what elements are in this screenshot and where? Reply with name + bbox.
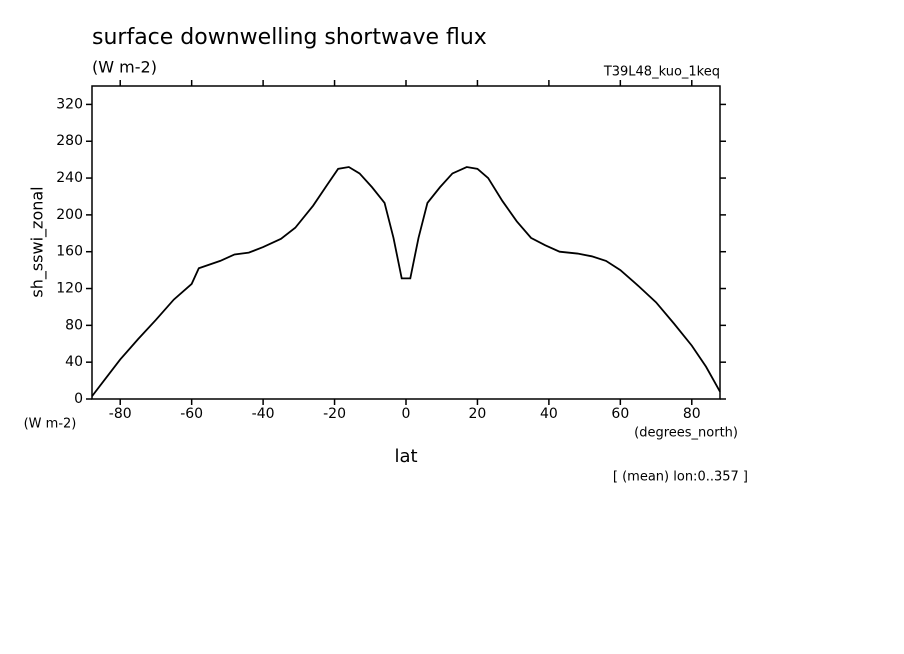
x-tick-label: -80 xyxy=(109,406,132,422)
x-tick-label: 0 xyxy=(402,406,411,422)
x-tick-label: 20 xyxy=(469,406,487,422)
y-units: (W m-2) xyxy=(24,417,77,432)
x-tick-label: 40 xyxy=(540,406,558,422)
y-axis-label: sh_sswi_zonal xyxy=(28,186,48,297)
x-tick-label: 80 xyxy=(683,406,701,422)
x-axis-label: lat xyxy=(394,446,417,467)
y-tick-label: 0 xyxy=(74,391,83,407)
data-line xyxy=(91,166,721,397)
y-tick-label: 160 xyxy=(56,244,83,260)
y-tick-label: 280 xyxy=(56,133,83,149)
y-tick-label: 120 xyxy=(56,281,83,297)
chart-title: surface downwelling shortwave flux xyxy=(92,25,487,50)
x-tick-label: -60 xyxy=(180,406,203,422)
y-tick-label: 200 xyxy=(56,207,83,223)
y-tick-label: 40 xyxy=(65,354,83,370)
x-units: (degrees_north) xyxy=(634,426,738,441)
run-label: T39L48_kuo_1keq xyxy=(603,65,720,80)
x-tick-label: -20 xyxy=(323,406,346,422)
y-tick-label: 80 xyxy=(65,317,83,333)
y-tick-label: 240 xyxy=(56,170,83,186)
y-tick-label: 320 xyxy=(56,96,83,112)
x-tick-label: -40 xyxy=(252,406,275,422)
note: [ (mean) lon:0..357 ] xyxy=(613,470,748,485)
subtitle: (W m-2) xyxy=(92,58,157,77)
x-tick-label: 60 xyxy=(611,406,629,422)
